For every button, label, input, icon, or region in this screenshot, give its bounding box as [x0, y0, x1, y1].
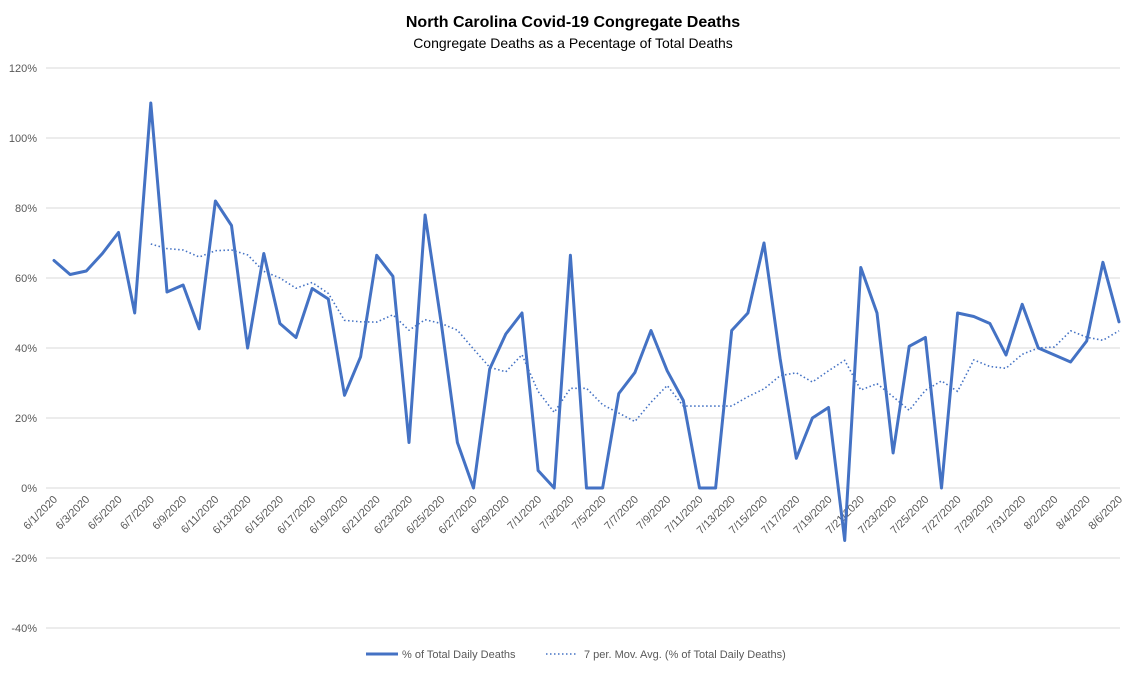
y-tick-label: 80%	[15, 203, 37, 215]
series-line-daily	[52, 101, 1121, 542]
series-line-moving-average	[150, 243, 1120, 423]
y-tick-label: -20%	[11, 553, 37, 565]
x-tick-label: 6/3/2020	[54, 494, 93, 533]
y-axis: 120% 100% 80% 60% 40% 20% 0% -20% -40%	[9, 63, 37, 635]
x-tick-label: 7/5/2020	[570, 494, 609, 533]
y-tick-label: 20%	[15, 413, 37, 425]
x-tick-label: 8/6/2020	[1086, 494, 1125, 533]
y-tick-label: 100%	[9, 133, 37, 145]
y-tick-label: 40%	[15, 343, 37, 355]
series-lines	[52, 101, 1121, 542]
x-tick-label: 7/7/2020	[602, 494, 641, 533]
y-tick-label: 0%	[21, 483, 37, 495]
chart-title: North Carolina Covid-19 Congregate Death…	[406, 14, 740, 31]
y-tick-label: 120%	[9, 63, 37, 75]
legend-label-daily: % of Total Daily Deaths	[402, 649, 516, 661]
legend-label-moving-average: 7 per. Mov. Avg. (% of Total Daily Death…	[584, 649, 786, 661]
x-tick-label: 8/2/2020	[1022, 494, 1061, 533]
x-tick-label: 8/4/2020	[1054, 494, 1093, 533]
y-tick-label: 60%	[15, 273, 37, 285]
x-tick-label: 6/7/2020	[118, 494, 157, 533]
x-axis: 6/1/20206/3/20206/5/20206/7/20206/9/2020…	[21, 494, 1125, 537]
legend: % of Total Daily Deaths 7 per. Mov. Avg.…	[366, 649, 786, 661]
x-tick-label: 6/5/2020	[86, 494, 125, 533]
gridlines	[46, 67, 1120, 629]
chart-subtitle: Congregate Deaths as a Pecentage of Tota…	[413, 35, 733, 51]
x-tick-label: 7/3/2020	[538, 494, 577, 533]
x-tick-label: 6/1/2020	[21, 494, 60, 533]
y-tick-label: -40%	[11, 623, 37, 635]
x-tick-label: 7/1/2020	[505, 494, 544, 533]
